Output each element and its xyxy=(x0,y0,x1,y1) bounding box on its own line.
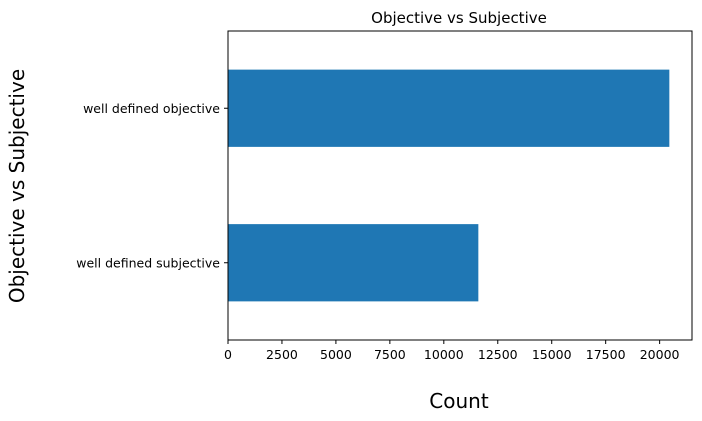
x-tick-label: 10000 xyxy=(424,347,464,362)
y-tick-label: well defined objective xyxy=(83,101,220,116)
x-tick-label: 2500 xyxy=(266,347,298,362)
x-axis-label: Count xyxy=(429,389,489,413)
x-tick-label: 15000 xyxy=(532,347,572,362)
x-tick-label: 7500 xyxy=(374,347,406,362)
x-tick-label: 12500 xyxy=(478,347,518,362)
plot-frame xyxy=(227,30,693,341)
x-tick-label: 17500 xyxy=(586,347,626,362)
x-tick-label: 20000 xyxy=(640,347,680,362)
y-tick-label: well defined subjective xyxy=(76,255,220,270)
bars xyxy=(228,69,670,302)
chart-title: Objective vs Subjective xyxy=(371,9,547,27)
bar-well-defined-subjective xyxy=(228,224,479,302)
x-tick-label: 0 xyxy=(224,347,232,362)
y-axis-ticks: well defined objective well defined subje… xyxy=(76,101,228,270)
x-tick-label: 5000 xyxy=(320,347,352,362)
y-axis-label: Objective vs Subjective xyxy=(5,69,29,303)
x-axis-ticks: 0 2500 5000 7500 10000 12500 15000 17500 20000 xyxy=(224,340,680,362)
bar-well-defined-objective xyxy=(228,69,670,147)
